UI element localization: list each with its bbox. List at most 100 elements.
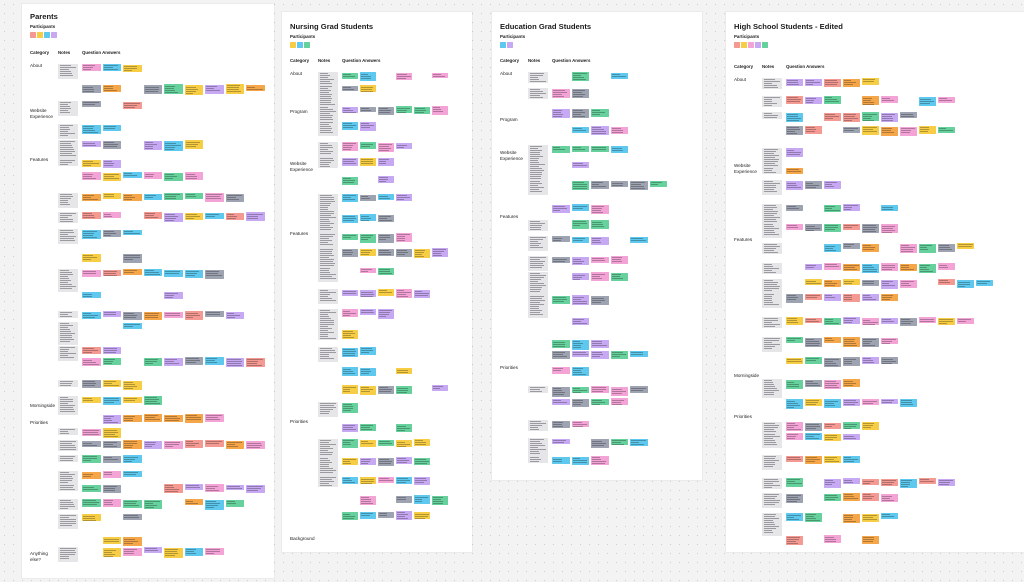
interview-note[interactable] xyxy=(318,194,338,217)
interview-note[interactable] xyxy=(762,263,782,274)
sticky-note[interactable] xyxy=(123,500,142,508)
sticky-note[interactable] xyxy=(862,263,879,274)
sticky-note[interactable] xyxy=(342,290,358,297)
sticky-note[interactable] xyxy=(976,280,993,286)
participant-swatch[interactable] xyxy=(290,42,296,48)
sticky-note[interactable] xyxy=(786,168,803,174)
sticky-note[interactable] xyxy=(143,140,162,151)
sticky-note[interactable] xyxy=(957,318,974,325)
sticky-note[interactable] xyxy=(610,350,628,359)
interview-note[interactable] xyxy=(58,140,78,159)
sticky-note[interactable] xyxy=(184,140,203,149)
sticky-note[interactable] xyxy=(378,385,394,394)
sticky-note[interactable] xyxy=(786,513,803,521)
sticky-note[interactable] xyxy=(824,78,841,87)
sticky-note[interactable] xyxy=(571,318,589,325)
sticky-note[interactable] xyxy=(205,414,224,422)
sticky-note[interactable] xyxy=(378,457,394,466)
participant-swatch[interactable] xyxy=(500,42,506,48)
sticky-note[interactable] xyxy=(805,338,822,347)
sticky-note[interactable] xyxy=(938,478,955,486)
sticky-note[interactable] xyxy=(123,471,142,477)
sticky-note[interactable] xyxy=(102,229,121,238)
interview-note[interactable] xyxy=(528,180,548,195)
sticky-note[interactable] xyxy=(805,317,822,324)
sticky-note[interactable] xyxy=(786,317,803,326)
sticky-note[interactable] xyxy=(82,485,101,492)
sticky-note[interactable] xyxy=(396,72,412,81)
sticky-note[interactable] xyxy=(824,224,841,232)
sticky-note[interactable] xyxy=(164,172,183,182)
interview-note[interactable] xyxy=(528,72,548,83)
interview-note[interactable] xyxy=(58,471,78,486)
sticky-note[interactable] xyxy=(102,140,121,150)
sticky-note[interactable] xyxy=(378,512,394,519)
sticky-note[interactable] xyxy=(862,96,879,106)
sticky-note[interactable] xyxy=(82,428,101,436)
interview-note[interactable] xyxy=(762,513,782,536)
interview-note[interactable] xyxy=(762,293,782,308)
sticky-note[interactable] xyxy=(862,399,879,406)
sticky-note[interactable] xyxy=(123,312,142,321)
sticky-note[interactable] xyxy=(82,159,101,167)
interview-note[interactable] xyxy=(762,78,782,89)
sticky-note[interactable] xyxy=(843,263,860,272)
sticky-note[interactable] xyxy=(591,220,609,229)
sticky-note[interactable] xyxy=(552,89,570,99)
sticky-note[interactable] xyxy=(225,194,244,202)
sticky-note[interactable] xyxy=(843,204,860,212)
sticky-note[interactable] xyxy=(862,243,879,253)
sticky-note[interactable] xyxy=(938,318,955,326)
sticky-note[interactable] xyxy=(360,267,376,274)
sticky-note[interactable] xyxy=(396,496,412,503)
sticky-note[interactable] xyxy=(805,126,822,134)
sticky-note[interactable] xyxy=(591,257,609,264)
sticky-note[interactable] xyxy=(205,84,224,94)
sticky-note[interactable] xyxy=(102,415,121,425)
sticky-note[interactable] xyxy=(786,357,803,365)
participant-swatch[interactable] xyxy=(741,42,747,48)
sticky-note[interactable] xyxy=(164,292,183,299)
sticky-note[interactable] xyxy=(881,337,898,345)
sticky-note[interactable] xyxy=(881,224,898,234)
sticky-note[interactable] xyxy=(591,272,609,281)
sticky-note[interactable] xyxy=(571,456,589,465)
interview-note[interactable] xyxy=(58,101,78,116)
sticky-note[interactable] xyxy=(862,357,879,365)
sticky-note[interactable] xyxy=(432,495,448,506)
sticky-note[interactable] xyxy=(571,127,589,133)
sticky-note[interactable] xyxy=(246,485,265,494)
sticky-note[interactable] xyxy=(919,478,936,484)
sticky-note[interactable] xyxy=(843,78,860,87)
sticky-note[interactable] xyxy=(102,160,121,168)
sticky-note[interactable] xyxy=(900,263,917,272)
sticky-note[interactable] xyxy=(102,173,121,182)
sticky-note[interactable] xyxy=(82,292,101,299)
sticky-note[interactable] xyxy=(786,380,803,389)
sticky-note[interactable] xyxy=(184,172,203,181)
interview-note[interactable] xyxy=(58,322,78,345)
sticky-note[interactable] xyxy=(843,243,860,250)
sticky-note[interactable] xyxy=(342,177,358,185)
sticky-note[interactable] xyxy=(843,493,860,502)
sticky-note[interactable] xyxy=(143,311,162,320)
sticky-note[interactable] xyxy=(414,439,430,447)
sticky-note[interactable] xyxy=(591,439,609,449)
sticky-note[interactable] xyxy=(396,440,412,448)
sticky-note[interactable] xyxy=(649,180,667,187)
sticky-note[interactable] xyxy=(102,125,121,132)
interview-note[interactable] xyxy=(318,142,338,157)
sticky-note[interactable] xyxy=(881,357,898,365)
sticky-note[interactable] xyxy=(786,126,803,136)
sticky-note[interactable] xyxy=(396,249,412,258)
sticky-note[interactable] xyxy=(342,403,358,413)
sticky-note[interactable] xyxy=(824,493,841,502)
sticky-note[interactable] xyxy=(552,420,570,429)
interview-note[interactable] xyxy=(762,243,782,254)
sticky-note[interactable] xyxy=(102,456,121,463)
sticky-note[interactable] xyxy=(82,85,101,94)
sticky-note[interactable] xyxy=(591,109,609,118)
sticky-note[interactable] xyxy=(342,439,358,448)
sticky-note[interactable] xyxy=(378,309,394,319)
sticky-note[interactable] xyxy=(571,350,589,357)
